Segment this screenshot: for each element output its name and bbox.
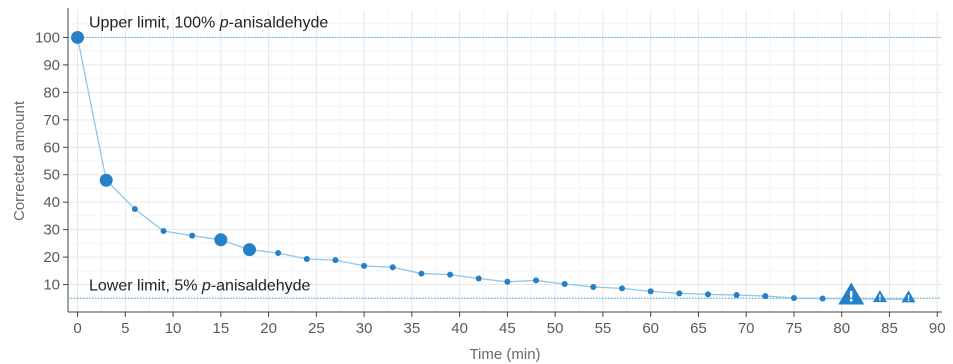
y-tick-label: 30 (43, 222, 60, 239)
y-axis-ticks: 10 20 30 40 50 60 70 80 90 100 (35, 29, 68, 294)
y-tick-label: 80 (43, 84, 60, 101)
data-point-small (475, 275, 482, 282)
reference-lines (68, 36, 940, 299)
x-axis-title: Time (min) (469, 346, 540, 363)
y-tick-label: 70 (43, 112, 60, 129)
warning-triangle-glyph: ! (878, 294, 882, 303)
grid (68, 10, 942, 312)
y-tick-label: 10 (43, 277, 60, 294)
data-point-small (533, 277, 540, 284)
upper-limit-label: Upper limit, 100% p-anisaldehyde (89, 14, 328, 31)
x-tick-label: 10 (165, 320, 182, 337)
data-point-large (99, 173, 113, 187)
y-tick-label: 20 (43, 249, 60, 266)
x-tick-label: 35 (404, 320, 421, 337)
y-axis-title: Corrected amount (11, 100, 28, 221)
x-tick-label: 70 (738, 320, 755, 337)
x-tick-label: 15 (212, 320, 229, 337)
data-point-large (214, 233, 228, 247)
data-point-small (275, 249, 282, 256)
data-point-small (504, 278, 511, 285)
x-tick-label: 40 (451, 320, 468, 337)
data-point-small (418, 270, 425, 277)
y-tick-label: 60 (43, 139, 60, 156)
data-point-small (704, 291, 711, 298)
x-axis-ticks: 0 5 10 15 20 25 30 35 40 45 50 55 60 65 70 75 80 85 90 (73, 312, 946, 337)
x-tick-label: 60 (642, 320, 659, 337)
data-point-small (303, 256, 310, 263)
data-point-small (647, 288, 654, 295)
x-tick-label: 85 (881, 320, 898, 337)
axes (67, 8, 942, 313)
x-tick-label: 75 (786, 320, 803, 337)
warning-triangle-glyph: ! (848, 290, 854, 306)
data-point-small (790, 294, 797, 301)
y-tick-label: 50 (43, 167, 60, 184)
data-point-small (561, 280, 568, 287)
data-point-small (160, 228, 167, 235)
warning-triangle-small (872, 290, 887, 303)
data-point-small (819, 295, 826, 302)
data-point-small (590, 284, 597, 291)
warning-triangle-glyph: ! (907, 294, 911, 303)
data-point-small (332, 257, 339, 264)
warning-triangle-large (838, 282, 865, 305)
data-point-small (389, 264, 396, 271)
data-point-small (762, 293, 769, 300)
data-point-large (71, 30, 85, 44)
y-tick-label: 100 (35, 29, 60, 46)
x-tick-label: 5 (121, 320, 129, 337)
series-line (76, 37, 909, 301)
data-point-small (676, 290, 683, 297)
x-tick-label: 65 (690, 320, 707, 337)
data-point-small (361, 262, 368, 269)
data-point-small (619, 285, 626, 292)
data-point-large (242, 243, 256, 257)
x-tick-label: 0 (73, 320, 81, 337)
x-tick-label: 25 (308, 320, 325, 337)
data-series: !!! (71, 30, 916, 306)
data-point-small (733, 291, 740, 298)
x-tick-label: 80 (833, 320, 850, 337)
x-tick-label: 90 (929, 320, 946, 337)
lower-limit-label: Lower limit, 5% p-anisaldehyde (89, 277, 311, 294)
data-point-small (189, 232, 196, 239)
x-tick-label: 50 (547, 320, 564, 337)
data-point-small (447, 271, 454, 278)
x-tick-label: 30 (356, 320, 373, 337)
warning-triangle-small (901, 290, 916, 303)
y-tick-label: 90 (43, 57, 60, 74)
data-point-small (131, 206, 138, 213)
y-tick-label: 40 (43, 194, 60, 211)
x-tick-label: 45 (499, 320, 516, 337)
x-tick-label: 20 (260, 320, 277, 337)
x-tick-label: 55 (595, 320, 612, 337)
